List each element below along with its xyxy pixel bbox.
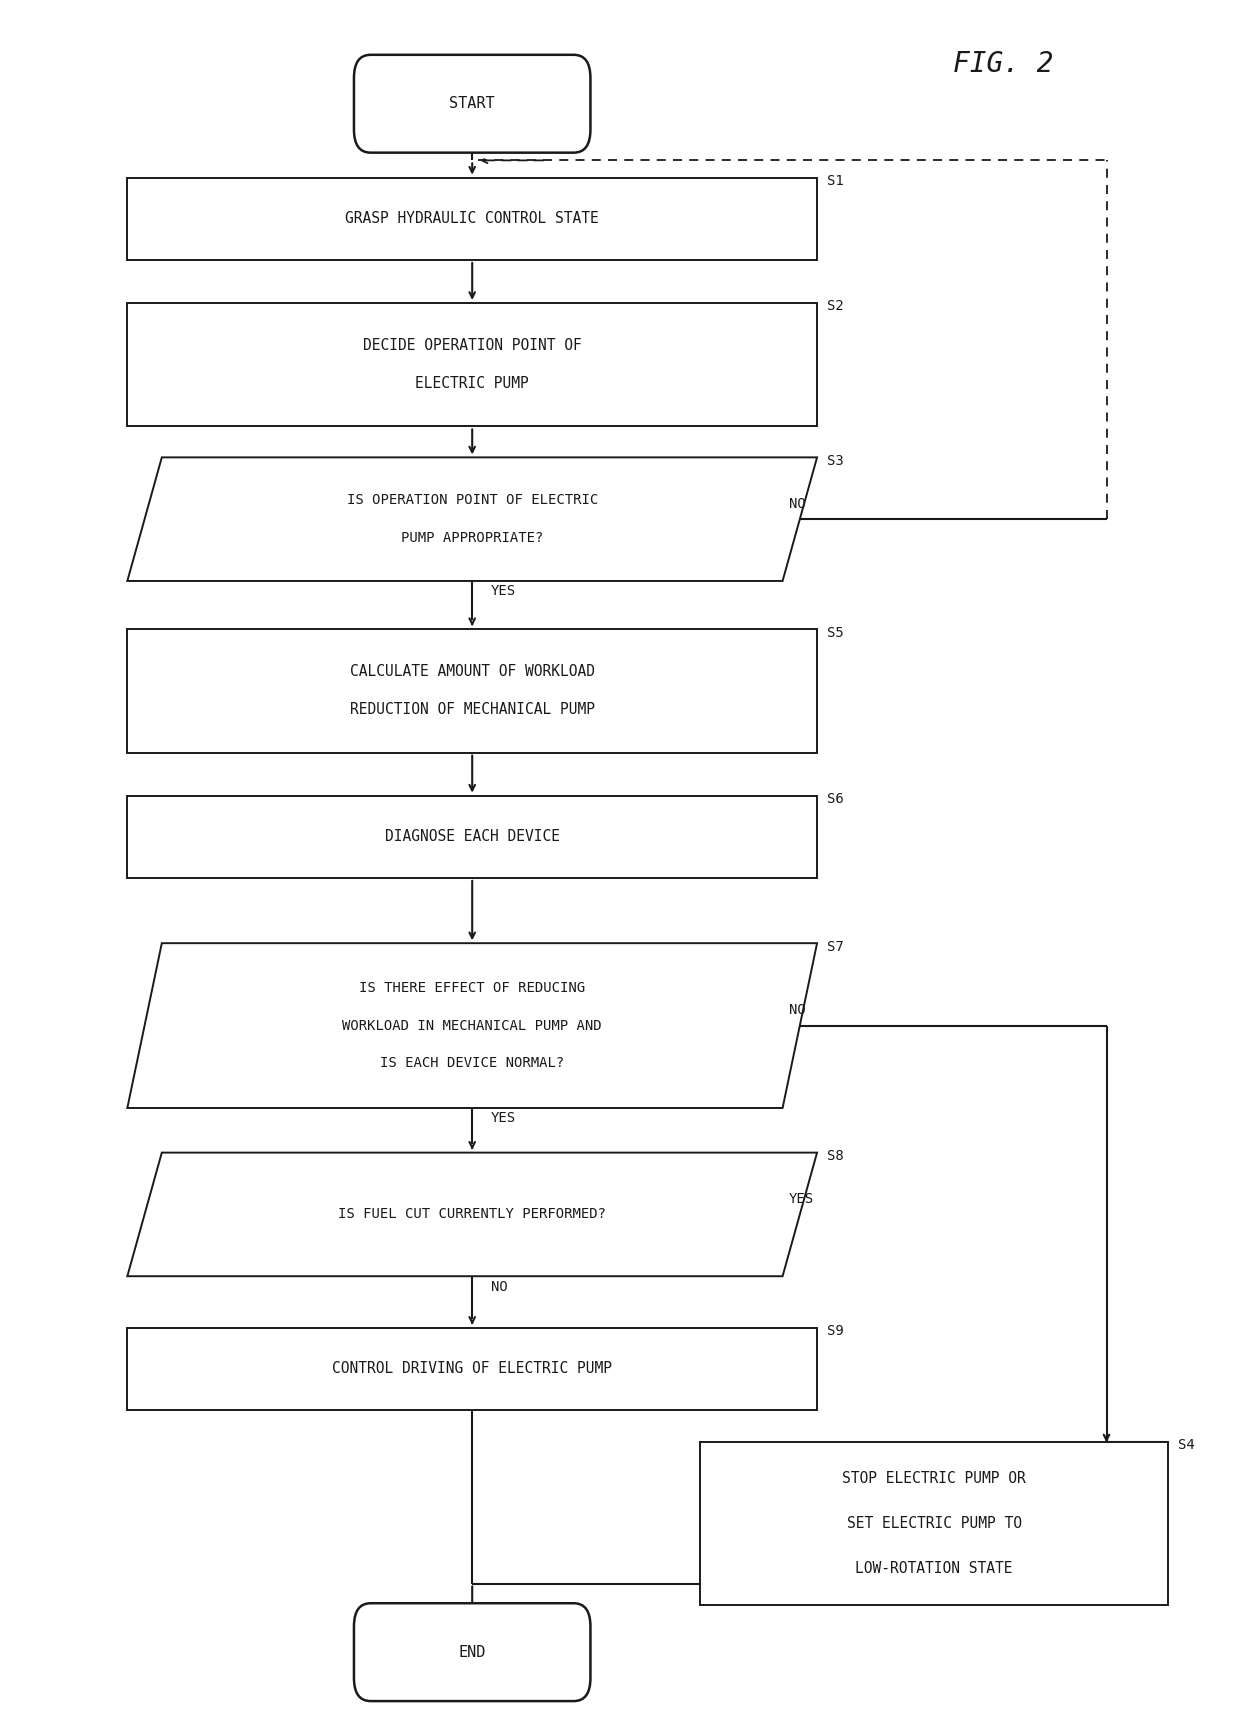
Text: S6: S6 — [827, 792, 843, 806]
Text: IS THERE EFFECT OF REDUCING: IS THERE EFFECT OF REDUCING — [360, 982, 585, 995]
Polygon shape — [128, 944, 817, 1107]
Text: LOW-ROTATION STATE: LOW-ROTATION STATE — [856, 1561, 1013, 1575]
Text: YES: YES — [491, 1111, 516, 1125]
Text: STOP ELECTRIC PUMP OR: STOP ELECTRIC PUMP OR — [842, 1471, 1025, 1487]
Text: WORKLOAD IN MECHANICAL PUMP AND: WORKLOAD IN MECHANICAL PUMP AND — [342, 1018, 601, 1033]
FancyBboxPatch shape — [353, 55, 590, 152]
Text: FIG. 2: FIG. 2 — [952, 50, 1053, 78]
Text: S4: S4 — [1178, 1439, 1194, 1452]
Bar — [701, 1442, 1168, 1604]
Text: S3: S3 — [827, 454, 843, 467]
Text: CONTROL DRIVING OF ELECTRIC PUMP: CONTROL DRIVING OF ELECTRIC PUMP — [332, 1361, 613, 1377]
Text: PUMP APPROPRIATE?: PUMP APPROPRIATE? — [401, 531, 543, 545]
Bar — [128, 304, 817, 426]
Text: S1: S1 — [827, 174, 843, 188]
Text: SET ELECTRIC PUMP TO: SET ELECTRIC PUMP TO — [847, 1516, 1022, 1530]
Bar — [128, 630, 817, 752]
Text: NO: NO — [491, 1280, 507, 1294]
Text: S8: S8 — [827, 1149, 843, 1163]
Bar — [128, 795, 817, 878]
Text: S7: S7 — [827, 940, 843, 954]
Polygon shape — [128, 457, 817, 581]
Text: CALCULATE AMOUNT OF WORKLOAD: CALCULATE AMOUNT OF WORKLOAD — [350, 664, 595, 680]
Text: S9: S9 — [827, 1325, 843, 1339]
Polygon shape — [128, 1152, 817, 1276]
Text: NO: NO — [789, 1002, 806, 1018]
Text: S2: S2 — [827, 300, 843, 314]
Text: REDUCTION OF MECHANICAL PUMP: REDUCTION OF MECHANICAL PUMP — [350, 702, 595, 718]
Text: ELECTRIC PUMP: ELECTRIC PUMP — [415, 376, 529, 392]
Text: YES: YES — [491, 585, 516, 599]
Text: YES: YES — [789, 1192, 813, 1206]
Text: GRASP HYDRAULIC CONTROL STATE: GRASP HYDRAULIC CONTROL STATE — [345, 210, 599, 226]
Text: NO: NO — [789, 497, 806, 511]
Text: END: END — [459, 1644, 486, 1659]
Text: DECIDE OPERATION POINT OF: DECIDE OPERATION POINT OF — [363, 338, 582, 354]
FancyBboxPatch shape — [353, 1603, 590, 1701]
Text: DIAGNOSE EACH DEVICE: DIAGNOSE EACH DEVICE — [384, 830, 559, 844]
Text: IS EACH DEVICE NORMAL?: IS EACH DEVICE NORMAL? — [381, 1056, 564, 1070]
Text: IS OPERATION POINT OF ELECTRIC: IS OPERATION POINT OF ELECTRIC — [346, 493, 598, 507]
Bar — [128, 178, 817, 260]
Text: S5: S5 — [827, 626, 843, 640]
Text: IS FUEL CUT CURRENTLY PERFORMED?: IS FUEL CUT CURRENTLY PERFORMED? — [339, 1208, 606, 1221]
Text: START: START — [449, 97, 495, 110]
Bar — [128, 1328, 817, 1409]
